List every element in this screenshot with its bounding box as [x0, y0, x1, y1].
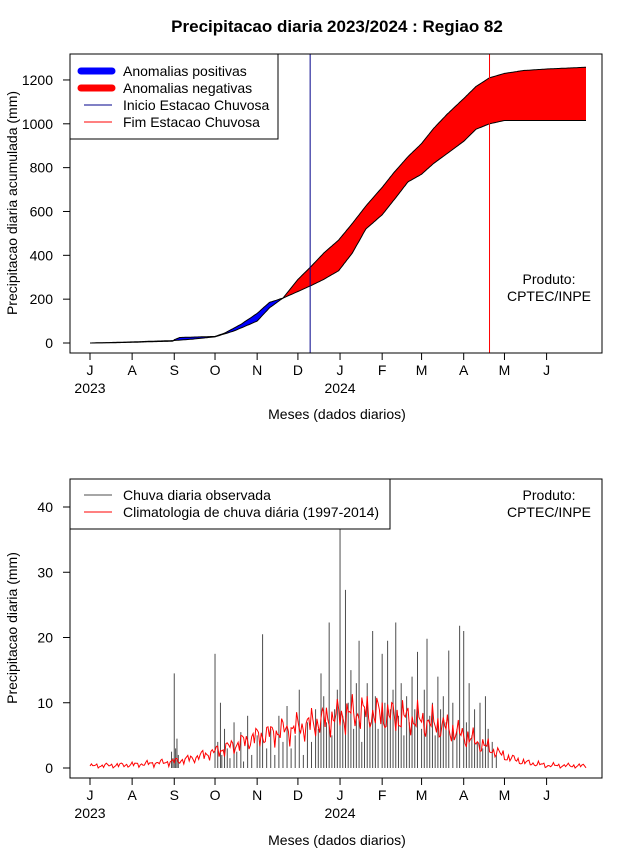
bottom-x-tick-label: S — [170, 787, 179, 803]
top-y-tick-label: 0 — [45, 335, 53, 351]
top-product-label: Produto: — [523, 271, 576, 287]
bottom-legend: Chuva diaria observada Climatologia de c… — [69, 478, 391, 530]
bottom-x-tick-label: A — [459, 787, 469, 803]
top-x-tick-label: M — [416, 362, 428, 378]
observed-accumulated-line — [90, 120, 586, 344]
top-plot-layer — [90, 54, 587, 353]
top-y-tick-label: 800 — [30, 160, 54, 176]
bottom-y-axis: 0 10 20 30 40 — [37, 499, 71, 776]
top-x-tick-label: D — [293, 362, 303, 378]
bottom-x-axis: J A S O N D J F M A M J 2023 2024 — [74, 777, 550, 821]
bottom-y-tick-label: 40 — [37, 499, 53, 515]
top-x-tick-label: J — [543, 362, 550, 378]
bottom-product-label: Produto: — [523, 487, 576, 503]
top-x-tick-label: O — [210, 362, 221, 378]
top-year-label: 2023 — [74, 380, 105, 396]
bottom-x-tick-label: O — [210, 787, 221, 803]
legend-climatology-label: Climatologia de chuva diária (1997-2014) — [123, 504, 379, 520]
top-y-tick-label: 400 — [30, 247, 54, 263]
top-x-tick-label: J — [87, 362, 94, 378]
bottom-x-tick-label: A — [127, 787, 137, 803]
bottom-x-tick-label: J — [337, 787, 344, 803]
top-y-axis-label: Precipitacao diaria acumulada (mm) — [4, 91, 20, 315]
top-x-tick-label: S — [170, 362, 179, 378]
bottom-x-tick-label: N — [252, 787, 262, 803]
bottom-y-tick-label: 30 — [37, 564, 53, 580]
bottom-y-tick-label: 20 — [37, 630, 53, 646]
bottom-x-axis-label: Meses (dados diarios) — [268, 832, 406, 848]
legend-end-label: Fim Estacao Chuvosa — [123, 114, 260, 130]
bottom-x-tick-label: J — [87, 787, 94, 803]
top-product-source: CPTEC/INPE — [507, 288, 591, 304]
top-y-tick-label: 1200 — [22, 72, 53, 88]
top-x-tick-label: F — [378, 362, 387, 378]
climatology-accumulated-line — [90, 66, 587, 344]
legend-start-label: Inicio Estacao Chuvosa — [123, 97, 270, 113]
top-x-axis: J A S O N D J F M A M J 2023 2024 — [74, 352, 550, 396]
bottom-year-label: 2024 — [324, 805, 355, 821]
bottom-x-tick-label: D — [293, 787, 303, 803]
bottom-product-source: CPTEC/INPE — [507, 504, 591, 520]
top-y-tick-label: 200 — [30, 291, 54, 307]
legend-negative-label: Anomalias negativas — [123, 80, 252, 96]
legend-observed-label: Chuva diaria observada — [123, 487, 271, 503]
top-x-axis-label: Meses (dados diarios) — [268, 406, 406, 422]
bottom-x-tick-label: F — [378, 787, 387, 803]
top-x-tick-label: A — [127, 362, 137, 378]
bottom-x-tick-label: M — [416, 787, 428, 803]
bottom-legend-box — [69, 478, 391, 530]
top-x-tick-label: M — [499, 362, 511, 378]
climatology-daily-line — [89, 694, 587, 770]
observed-daily-bars — [171, 487, 497, 768]
top-x-tick-label: J — [337, 362, 344, 378]
top-x-tick-label: N — [252, 362, 262, 378]
bottom-year-label: 2023 — [74, 805, 105, 821]
top-y-tick-label: 600 — [30, 203, 54, 219]
bottom-y-tick-label: 0 — [45, 760, 53, 776]
bottom-y-axis-label: Precipitacao diaria (mm) — [4, 552, 20, 704]
bottom-x-tick-label: M — [499, 787, 511, 803]
top-legend: Anomalias positivas Anomalias negativas … — [69, 53, 279, 140]
top-year-label: 2024 — [324, 380, 355, 396]
legend-positive-label: Anomalias positivas — [123, 63, 247, 79]
bottom-plot-layer — [89, 487, 587, 770]
bottom-x-tick-label: J — [543, 787, 550, 803]
negative-anomaly-area — [90, 67, 586, 343]
top-y-axis: 0 200 400 600 800 1000 1200 — [22, 72, 71, 351]
top-x-tick-label: A — [459, 362, 469, 378]
chart-title: Precipitacao diaria 2023/2024 : Regiao 8… — [171, 17, 503, 36]
bottom-y-tick-label: 10 — [37, 695, 53, 711]
top-y-tick-label: 1000 — [22, 116, 53, 132]
